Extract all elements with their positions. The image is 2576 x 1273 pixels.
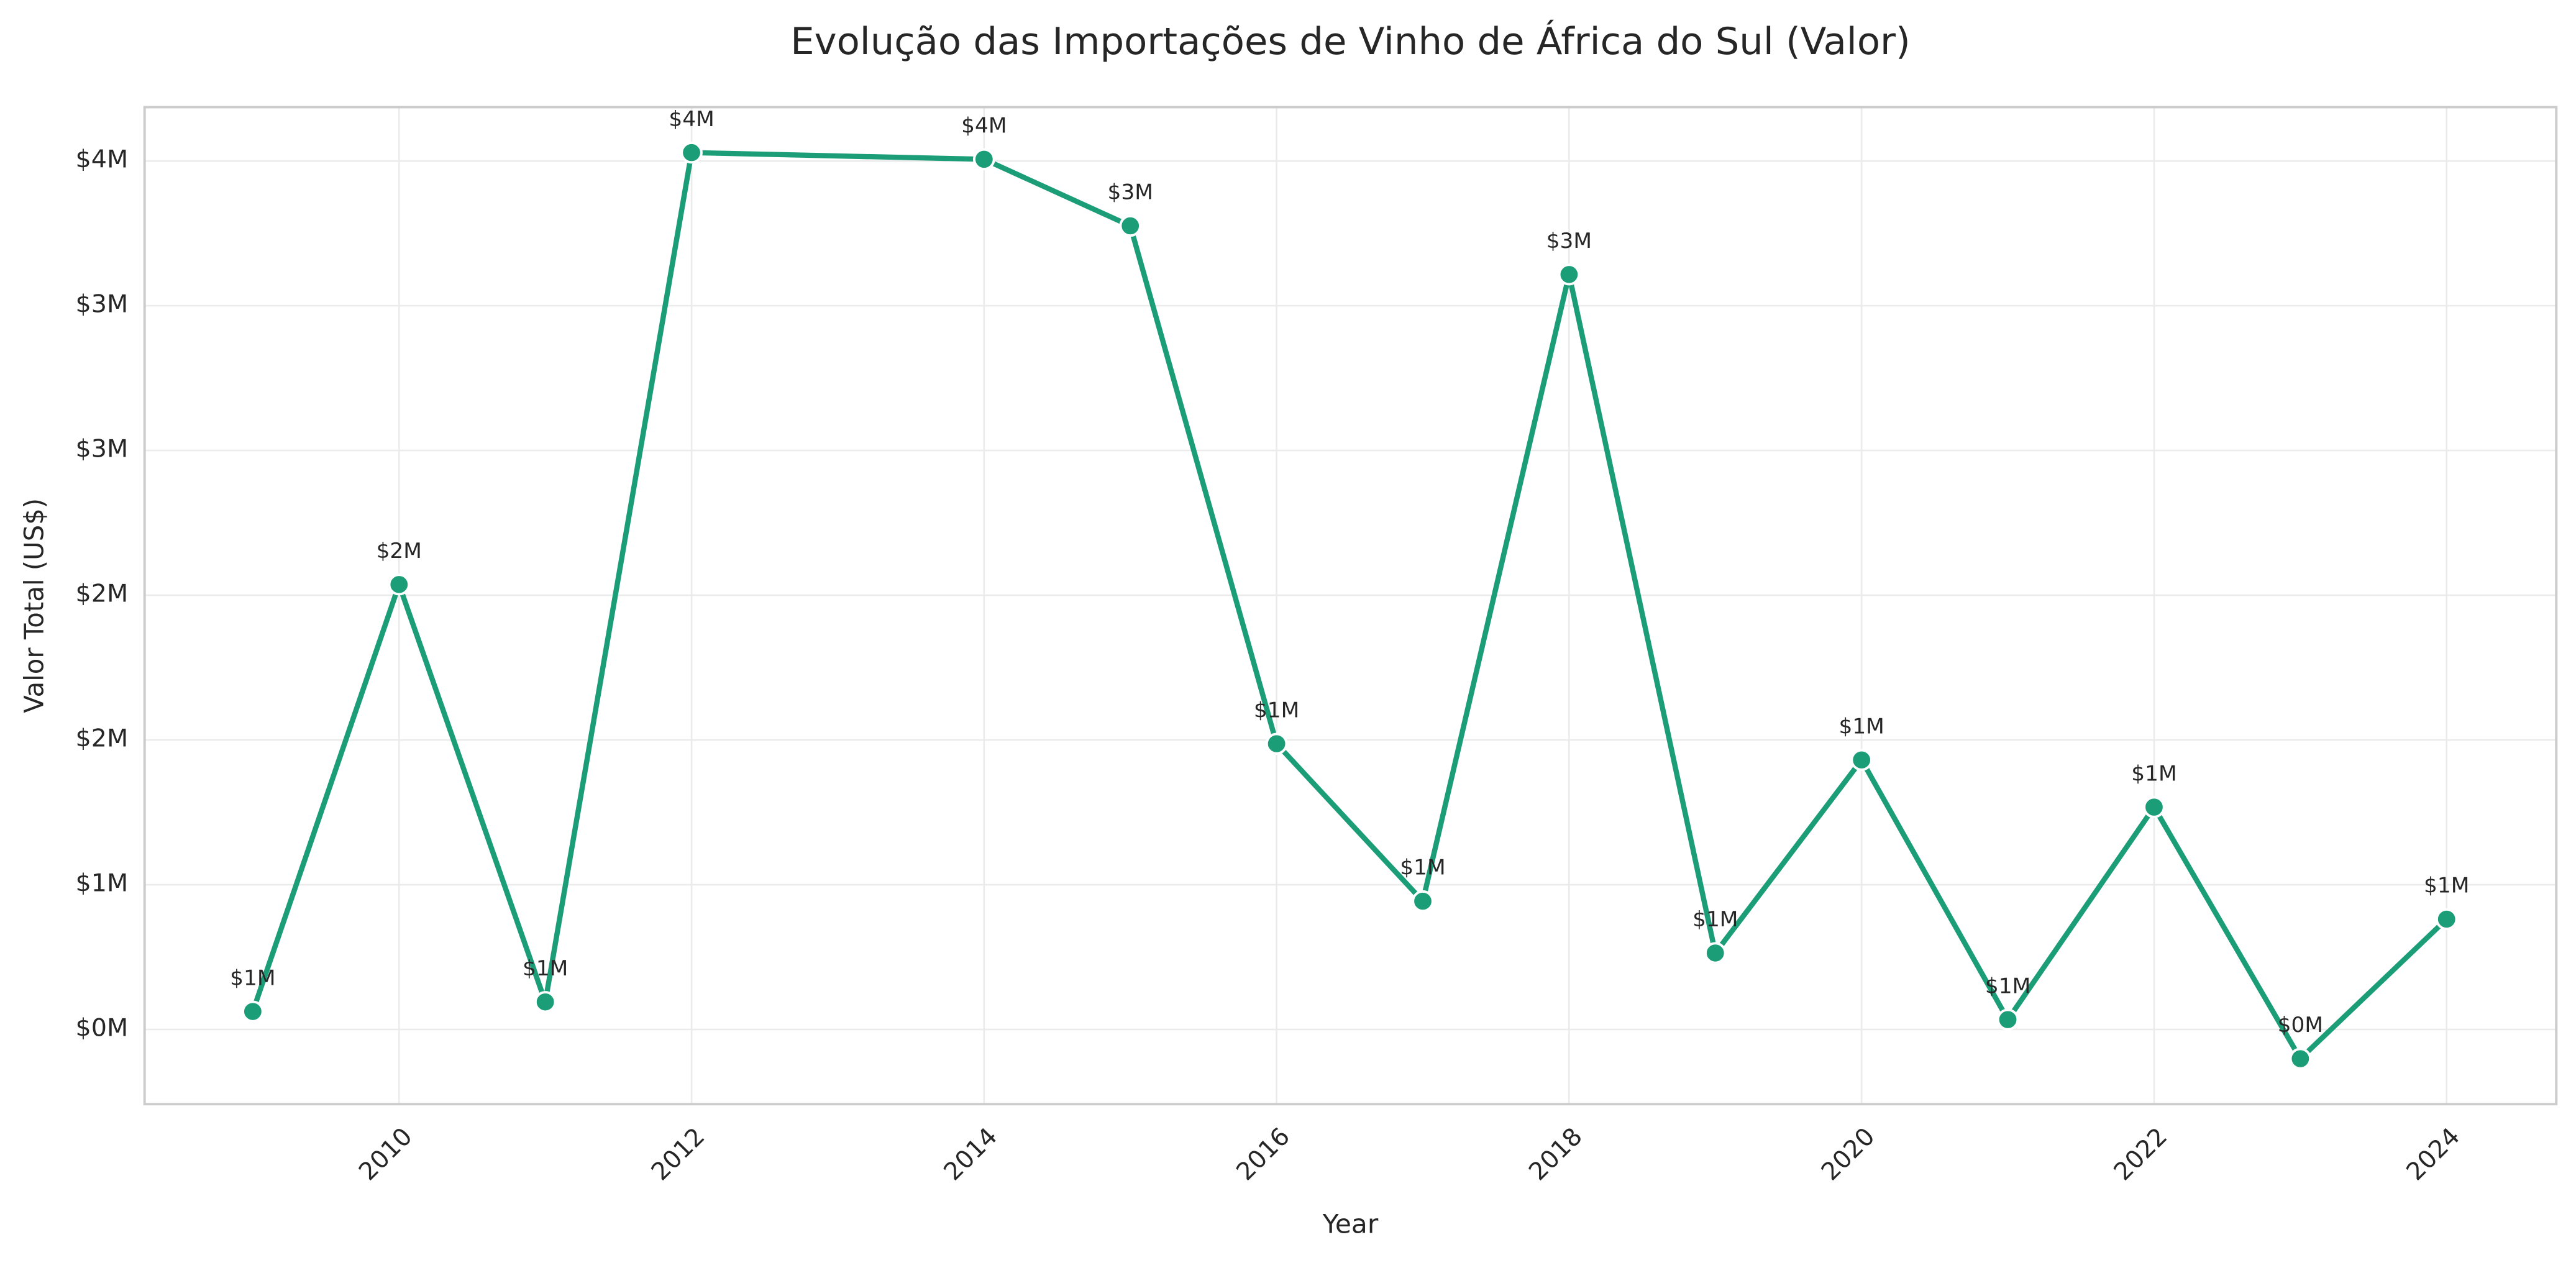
- data-label: $1M: [1985, 974, 2030, 998]
- data-label: $4M: [669, 107, 714, 132]
- point: [388, 573, 411, 596]
- x-tick-label: 2018: [1523, 1122, 1588, 1186]
- x-tick-label: 2024: [2401, 1122, 2465, 1186]
- y-tick-label: $2M: [76, 724, 129, 753]
- point: [2289, 1047, 2312, 1070]
- line: [250, 150, 2449, 1062]
- data-label: $4M: [961, 114, 1007, 139]
- point: [2143, 796, 2165, 818]
- data-label: $2M: [377, 539, 422, 563]
- data-label: $1M: [2424, 874, 2469, 898]
- y-tick-label: $3M: [76, 290, 129, 319]
- data-label: $1M: [1692, 907, 1738, 932]
- point: [1996, 1008, 2019, 1031]
- data-label: $1M: [1400, 856, 1445, 880]
- y-tick-label: $4M: [76, 145, 129, 174]
- y-tick-label: $0M: [76, 1014, 129, 1043]
- point: [1119, 214, 1142, 237]
- y-tick-label: $3M: [76, 435, 129, 463]
- point: [1704, 942, 1727, 964]
- x-tick-label: 2016: [1231, 1122, 1295, 1186]
- point: [2435, 908, 2458, 931]
- data-label: $1M: [523, 956, 568, 981]
- point: [972, 148, 995, 171]
- data-label: $1M: [1254, 698, 1299, 723]
- data-label: $1M: [1838, 714, 1884, 739]
- point: [1558, 263, 1581, 286]
- data-label: $1M: [2131, 761, 2176, 786]
- x-tick-label: 2014: [938, 1122, 1003, 1186]
- point: [1850, 749, 1873, 771]
- data-label: $3M: [1108, 180, 1153, 205]
- point: [1412, 890, 1434, 913]
- x-tick-label: 2022: [2108, 1122, 2173, 1186]
- x-tick-label: 2020: [1816, 1122, 1881, 1186]
- plot-frame: [143, 106, 2558, 1106]
- point: [1265, 732, 1288, 755]
- y-tick-label: $2M: [76, 580, 129, 608]
- data-label: $0M: [2278, 1013, 2323, 1038]
- x-tick-label: 2012: [646, 1122, 710, 1186]
- point: [242, 1000, 264, 1023]
- y-tick-label: $1M: [76, 869, 129, 898]
- point: [680, 142, 703, 164]
- data-label: $3M: [1546, 229, 1592, 253]
- y-axis-label: Valor Total (US$): [19, 498, 50, 713]
- x-axis-label: Year: [1322, 1209, 1379, 1239]
- point: [534, 991, 557, 1013]
- x-tick-label: 2010: [354, 1122, 418, 1186]
- chart-title: Evolução das Importações de Vinho de Áfr…: [790, 19, 1911, 63]
- data-label: $1M: [230, 965, 275, 990]
